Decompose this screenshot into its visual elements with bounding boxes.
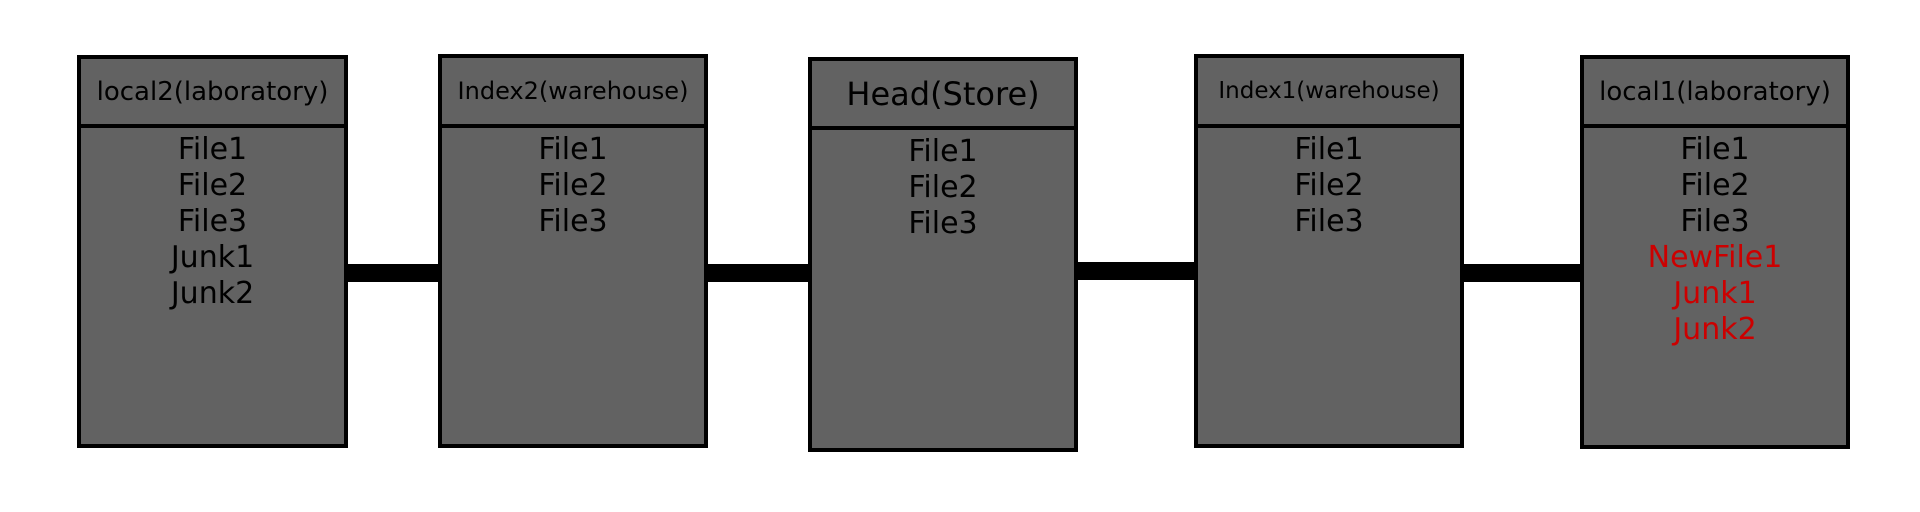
box-title: local1(laboratory) — [1584, 59, 1846, 128]
file-item: NewFile1 — [1647, 240, 1783, 275]
file-item: File3 — [538, 204, 608, 239]
file-item: Junk2 — [1673, 312, 1757, 347]
file-list: File1 File2 File3 — [1198, 132, 1460, 240]
file-item: Junk1 — [170, 240, 255, 275]
file-item: Junk1 — [1673, 276, 1757, 311]
file-item: File1 — [538, 132, 608, 167]
file-item: File1 — [177, 132, 248, 167]
file-item: File3 — [1294, 204, 1364, 239]
box-title: Index2(warehouse) — [442, 58, 704, 128]
box-index2: Index2(warehouse) File1 File2 File3 — [438, 54, 708, 448]
file-item: File2 — [538, 168, 608, 203]
file-item: File3 — [177, 204, 248, 239]
box-index1: Index1(warehouse) File1 File2 File3 — [1194, 54, 1464, 448]
box-local1: local1(laboratory) File1 File2 File3 NewFil… — [1580, 55, 1850, 449]
file-item: File2 — [1680, 168, 1750, 203]
file-item: File1 — [1294, 132, 1364, 167]
box-title: Head(Store) — [812, 61, 1074, 130]
file-item: File2 — [1294, 168, 1364, 203]
box-local2: local2(laboratory) File1 File2 File3 Junk1 J… — [77, 55, 348, 448]
file-item: File3 — [908, 206, 978, 241]
file-item: File2 — [908, 170, 978, 205]
file-item: File1 — [1680, 132, 1750, 167]
file-item: File2 — [177, 168, 248, 203]
connector-head-index1 — [1076, 262, 1196, 280]
file-item: File1 — [908, 134, 978, 169]
file-item: Junk2 — [170, 276, 255, 311]
connector-local2-index2 — [346, 264, 440, 282]
file-list: File1 File2 File3 Junk1 Junk2 — [81, 132, 344, 312]
box-title: Index1(warehouse) — [1198, 58, 1460, 128]
file-item: File3 — [1680, 204, 1750, 239]
file-list: File1 File2 File3 — [442, 132, 704, 240]
box-head-store: Head(Store) File1 File2 File3 — [808, 57, 1078, 452]
file-list: File1 File2 File3 NewFile1 Junk1 Junk2 — [1584, 132, 1846, 348]
connector-index2-head — [706, 264, 810, 282]
box-title: local2(laboratory) — [81, 59, 344, 128]
file-list: File1 File2 File3 — [812, 134, 1074, 242]
connector-index1-local1 — [1462, 264, 1582, 282]
